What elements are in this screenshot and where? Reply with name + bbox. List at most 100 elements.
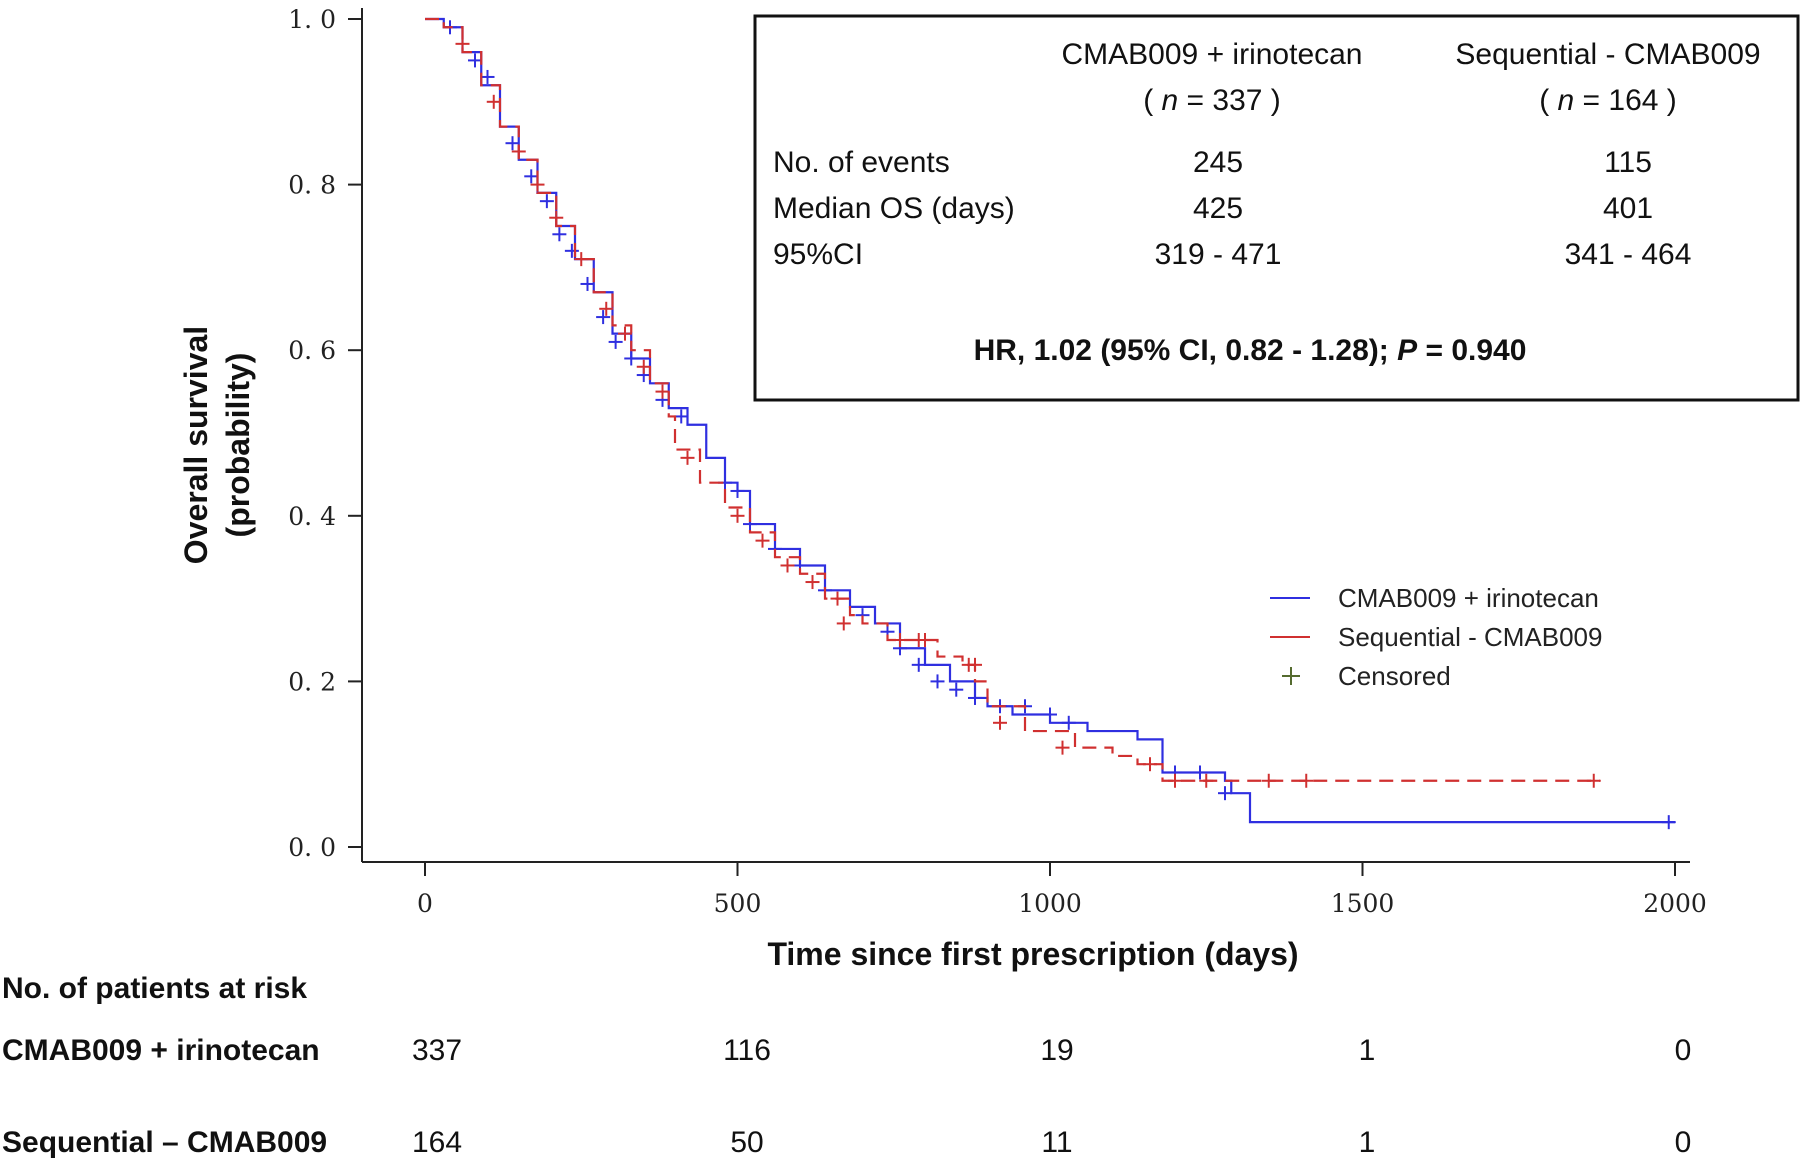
y-axis-title-line1: Overall survival [178, 326, 214, 564]
censor-mark-series-1 [608, 334, 623, 349]
x-tick-label: 0 [417, 889, 433, 918]
y-axis-title: Overall survival (probability) [178, 326, 256, 564]
stats-row-value: 319 - 471 [1155, 238, 1282, 271]
axes: 0 500 1000 1500 2000 0. 0 0. 2 0. 4 0. 6 0. 8 1. … [288, 5, 1707, 918]
y-tick-label: 1. 0 [288, 5, 336, 34]
risk-value: 164 [412, 1126, 462, 1159]
censor-mark-series-2 [780, 558, 795, 573]
y-tick-label: 0. 6 [288, 336, 336, 365]
censor-mark-series-2 [599, 301, 614, 316]
stats-row-label: 95%CI [773, 238, 863, 271]
censor-mark-series-2 [1199, 773, 1214, 788]
risk-value: 1 [1359, 1034, 1376, 1067]
censor-mark-series-1 [730, 483, 745, 498]
censor-mark-series-2 [1168, 773, 1182, 788]
censor-mark-series-2 [549, 210, 564, 225]
censor-mark-series-1 [524, 169, 539, 184]
stats-col1-n: ( n = 337 ) [1143, 84, 1281, 117]
stats-col1-header: CMAB009 + irinotecan [1062, 38, 1363, 71]
censor-mark-series-1 [949, 682, 964, 697]
censor-mark-series-1 [624, 351, 639, 366]
censor-mark-series-1 [930, 674, 945, 689]
stats-row-label: No. of events [773, 146, 950, 179]
censor-mark-series-1 [1043, 707, 1057, 722]
censor-mark-series-2 [730, 508, 745, 523]
censor-mark-series-2 [893, 633, 907, 647]
stats-col2-header: Sequential - CMAB009 [1455, 38, 1760, 71]
x-tick-label: 2000 [1643, 889, 1707, 918]
censor-mark-series-1 [1193, 765, 1207, 780]
censor-mark-series-1 [1218, 786, 1232, 801]
censor-mark-series-2 [805, 575, 820, 590]
legend: CMAB009 + irinotecan Sequential - CMAB00… [1270, 583, 1602, 691]
censor-mark-series-2 [830, 591, 845, 606]
stats-box-border [753, 14, 1800, 402]
censor-mark-series-1 [539, 194, 554, 209]
stats-row-value: 425 [1193, 192, 1243, 225]
censor-mark-series-2 [1261, 773, 1276, 788]
y-tick-label: 0. 4 [288, 502, 336, 531]
x-tick-label: 500 [714, 889, 762, 918]
stats-row-label: Median OS (days) [773, 192, 1015, 225]
stats-row-value: 245 [1193, 146, 1243, 179]
series-layer [425, 17, 1676, 830]
censor-mark-series-1 [1061, 715, 1076, 730]
stats-row-value: 115 [1604, 146, 1652, 179]
censor-mark-series-1 [468, 53, 482, 68]
censor-mark-series-1 [968, 690, 982, 705]
censor-mark-series-1 [674, 409, 689, 424]
x-tick-label: 1500 [1331, 889, 1395, 918]
y-tick-label: 0. 8 [288, 171, 336, 200]
censor-mark-series-1 [552, 227, 567, 242]
legend-label-censored: Censored [1338, 661, 1451, 691]
legend-label-series-2: Sequential - CMAB009 [1338, 622, 1602, 652]
y-tick-label: 0. 0 [288, 833, 336, 862]
risk-value: 0 [1675, 1126, 1692, 1159]
risk-value: 50 [730, 1126, 763, 1159]
censor-mark-series-1 [1661, 815, 1676, 830]
censor-mark-series-2 [968, 657, 982, 672]
censor-mark-series-2 [680, 450, 695, 465]
censor-mark-series-2 [511, 144, 526, 159]
y-axis-title-line2: (probability) [220, 353, 256, 538]
survival-curve-2 [425, 17, 1600, 782]
risk-row-label: CMAB009 + irinotecan [2, 1034, 320, 1067]
risk-row-label: Sequential – CMAB009 [2, 1126, 327, 1159]
censor-mark-series-2 [455, 36, 470, 51]
y-tick-label: 0. 2 [288, 667, 336, 696]
censor-mark-series-1 [564, 243, 579, 258]
censor-mark-series-2 [530, 177, 545, 192]
censor-mark-series-1 [596, 310, 611, 325]
x-ticks: 0 500 1000 1500 2000 [417, 862, 1707, 918]
censor-mark-series-2 [636, 359, 651, 374]
hazard-ratio-text: HR, 1.02 (95% CI, 0.82 - 1.28); P = 0.94… [974, 334, 1527, 367]
risk-value: 19 [1040, 1034, 1073, 1067]
stats-row-value: 341 - 464 [1565, 238, 1692, 271]
censor-mark-series-2 [655, 384, 670, 399]
stats-row-value: 401 [1603, 192, 1653, 225]
risk-value: 337 [412, 1034, 462, 1067]
risk-value: 11 [1041, 1126, 1072, 1159]
censor-mark-series-2 [1055, 740, 1070, 755]
risk-value: 0 [1675, 1034, 1692, 1067]
censor-mark-series-1 [580, 276, 595, 291]
legend-label-series-1: CMAB009 + irinotecan [1338, 583, 1599, 613]
risk-table-title: No. of patients at risk [2, 972, 307, 1005]
censor-mark-series-2 [918, 633, 932, 647]
stats-box: CMAB009 + irinotecan ( n = 337 ) Sequent… [753, 14, 1800, 402]
censor-mark-series-2 [755, 533, 770, 548]
censor-mark-series-2 [1586, 773, 1601, 788]
x-tick-label: 1000 [1018, 889, 1082, 918]
risk-table: No. of patients at risk CMAB009 + irinot… [2, 972, 1691, 1159]
risk-value: 116 [723, 1034, 771, 1067]
censor-mark-series-2 [574, 252, 589, 267]
censor-mark-series-2 [1299, 773, 1314, 788]
legend-censored-marker [1282, 667, 1300, 685]
censor-mark-series-1 [480, 69, 495, 84]
censor-mark-series-1 [911, 657, 926, 672]
censor-mark-series-2 [618, 326, 632, 341]
stats-col2-n: ( n = 164 ) [1539, 84, 1677, 117]
censor-mark-series-2 [1143, 757, 1157, 772]
